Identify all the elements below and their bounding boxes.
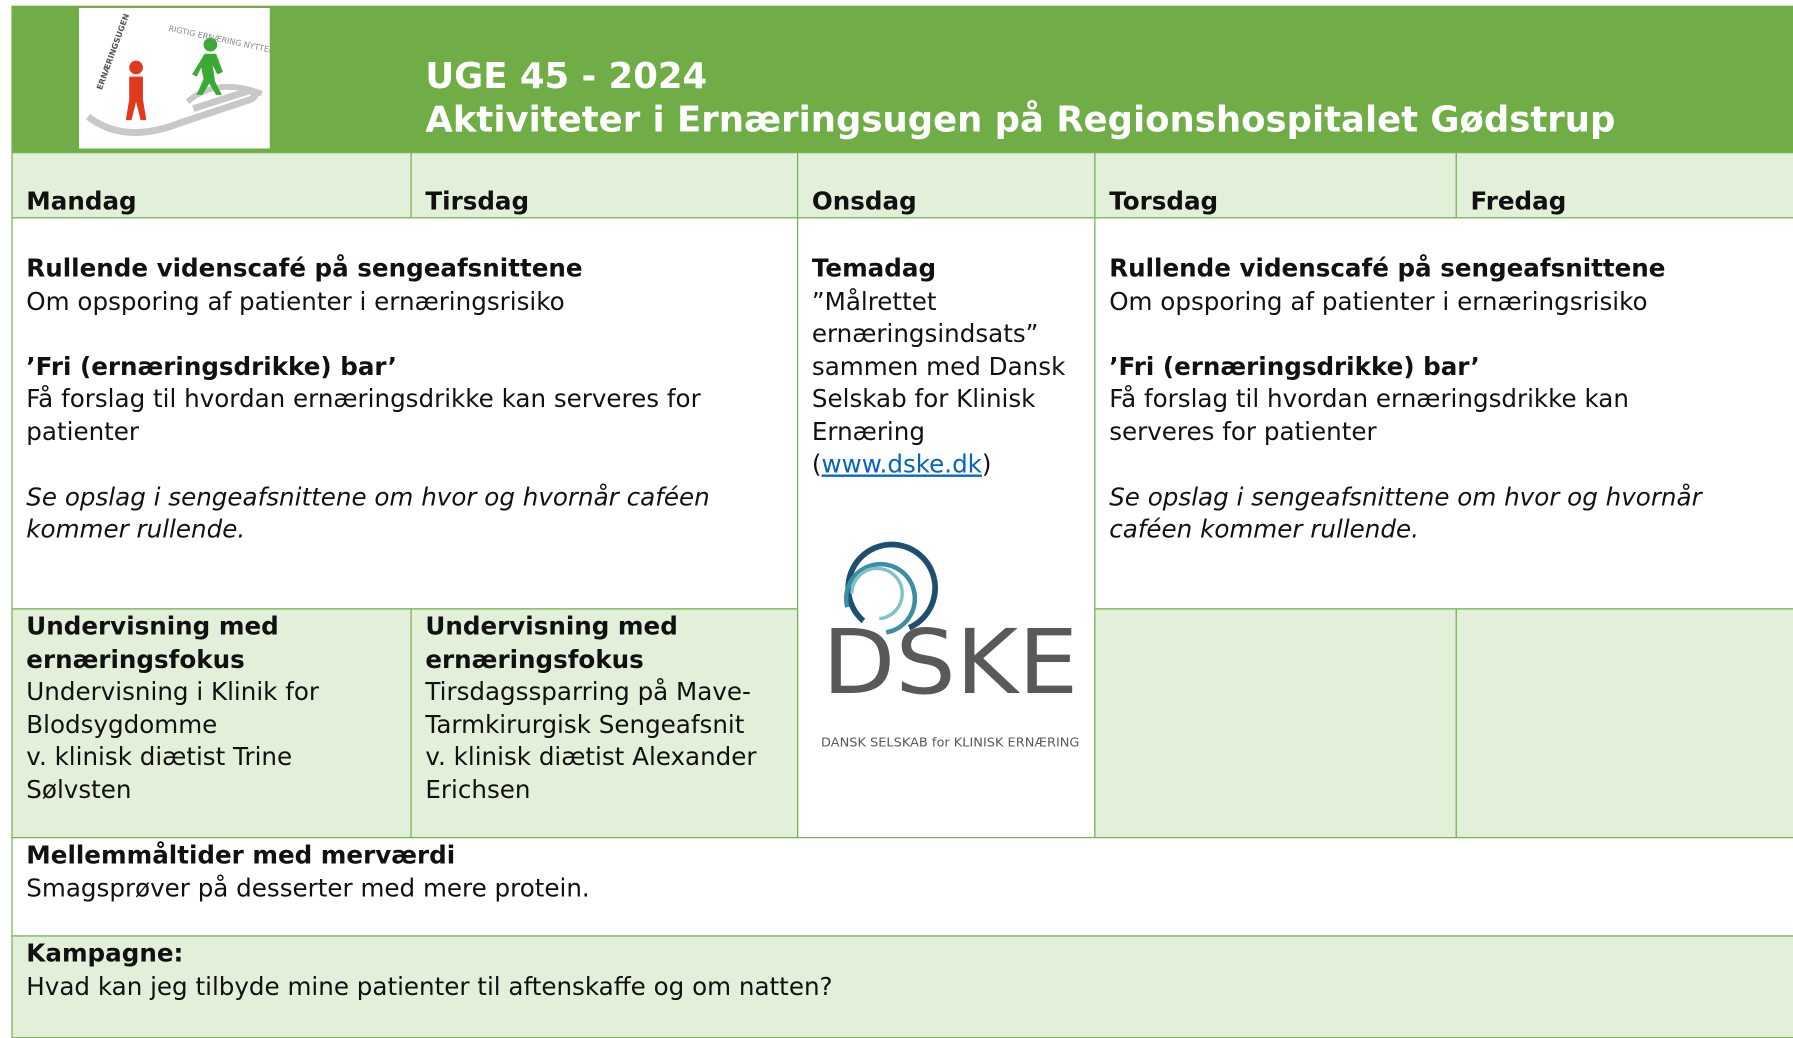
title-line: Aktiviteter i Ernæringsugen på Regionsho… [425, 99, 1616, 141]
empty-cell [1094, 608, 1457, 839]
campaign-cell: Kampagne: Hvad kan jeg tilbyde mine pati… [11, 935, 1793, 1038]
snacks-cell: Mellemmåltider med merværdi Smagsprøver … [11, 837, 1793, 937]
note: Se opslag i sengeafsnittene om hvor og h… [26, 483, 710, 545]
text: Tirsdagssparring på Mave-Tarmkirurgisk S… [425, 678, 751, 740]
day-header: Mandag [11, 152, 412, 219]
mon-tue-cell: Rullende videnscafé på sengeafsnittene Om… [11, 217, 799, 610]
text: Om opsporing af patienter i ernæringsris… [1109, 287, 1648, 317]
heading: ’Fri (ernæringsdrikke) bar’ [1109, 352, 1480, 382]
text: Undervisning i Klinik for Blodsygdomme [26, 678, 320, 740]
heading: Undervisning med ernæringsfokus [425, 612, 678, 675]
empty-cell [1455, 608, 1793, 839]
text: ”Målrettet ernæringsindsats” sammen med … [811, 287, 1066, 480]
note: Se opslag i sengeafsnittene om hvor og h… [1109, 483, 1702, 545]
wednesday-cell: Temadag ”Målrettet ernæringsindsats” sam… [797, 217, 1096, 839]
text: ) [981, 450, 992, 480]
day-header: Onsdag [797, 152, 1096, 219]
heading: Undervisning med ernæringsfokus [26, 612, 279, 675]
text: v. klinisk diætist Trine Sølvsten [26, 743, 293, 805]
teaching-cell: Undervisning med ernæringsfokus Undervis… [11, 608, 412, 839]
day-header: Tirsdag [410, 152, 799, 219]
heading: ’Fri (ernæringsdrikke) bar’ [26, 352, 397, 382]
heading: Rullende videnscafé på sengeafsnittene [26, 255, 583, 284]
heading: Rullende videnscafé på sengeafsnittene [1109, 255, 1666, 284]
logo-name: DSKE [822, 611, 1078, 715]
dske-logo: DSKE DANSK SELSKAB for KLINISK ERNÆRING [821, 541, 1079, 750]
day-header: Fredag [1455, 152, 1793, 219]
event-logo: ERNÆRINGSUGEN RIGTIG ERNÆRING NYTTER [78, 8, 270, 149]
text: Hvad kan jeg tilbyde mine patienter til … [26, 972, 833, 1002]
heading: Kampagne: [26, 939, 184, 969]
day-header: Torsdag [1094, 152, 1457, 219]
teaching-cell: Undervisning med ernæringsfokus Tirsdags… [410, 608, 799, 839]
title-line: UGE 45 - 2024 [425, 56, 708, 98]
logo-subtitle: DANSK SELSKAB for KLINISK ERNÆRING [821, 736, 1079, 750]
text: Få forslag til hvordan ernæringsdrikke k… [26, 385, 701, 447]
heading: Mellemmåltider med merværdi [26, 841, 456, 871]
text: Smagsprøver på desserter med mere protei… [26, 874, 590, 903]
heading: Temadag [811, 255, 937, 284]
thu-fri-cell: Rullende videnscafé på sengeafsnittene Om… [1094, 217, 1793, 610]
text: Få forslag til hvordan ernæringsdrikke k… [1109, 385, 1629, 447]
link[interactable]: www.dske.dk [821, 450, 982, 480]
header-band [11, 5, 1793, 153]
text: v. klinisk diætist Alexander Erichsen [425, 743, 757, 805]
text: Om opsporing af patienter i ernæringsris… [26, 287, 565, 317]
